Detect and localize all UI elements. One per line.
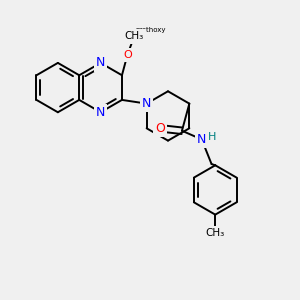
Text: N: N [197,133,206,146]
Text: O: O [123,50,132,60]
Text: N: N [96,106,105,119]
Text: CH₃: CH₃ [124,32,144,41]
Text: CH₃: CH₃ [206,228,225,238]
Text: N: N [96,56,105,69]
Text: O: O [155,122,165,135]
Text: methoxy: methoxy [136,27,166,33]
Text: N: N [142,97,151,110]
Text: H: H [208,132,217,142]
